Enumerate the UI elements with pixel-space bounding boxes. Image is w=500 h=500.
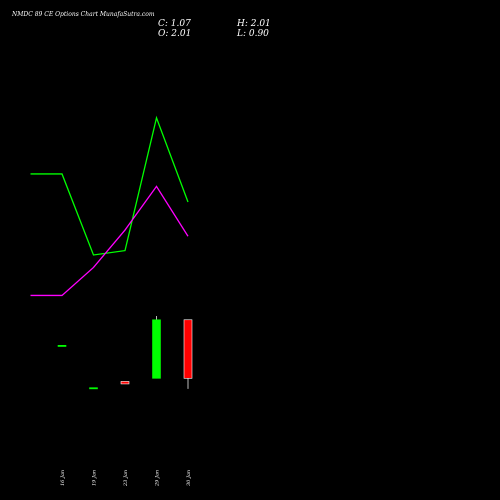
candle-body <box>57 345 67 347</box>
indicator-line-1 <box>30 115 189 256</box>
x-tick-label: 30 Jan <box>186 470 192 486</box>
candle <box>120 381 130 385</box>
low-value: L: 0.90 <box>237 29 269 39</box>
candle <box>57 345 67 347</box>
close-value: C: 1.07 <box>158 19 191 29</box>
indicator-line-2 <box>30 185 189 297</box>
candle <box>152 316 161 379</box>
x-axis-ticks: 16 Jan 19 Jan 23 Jan 29 Jan 30 Jan <box>60 470 192 487</box>
open-value: O: 2.01 <box>158 29 192 39</box>
indicator-lines <box>30 115 189 297</box>
candle <box>183 319 193 389</box>
candle-body <box>183 319 193 379</box>
candle-body <box>120 381 130 385</box>
x-tick-label: 23 Jan <box>123 470 129 487</box>
x-tick-label: 29 Jan <box>155 470 161 487</box>
candles <box>57 316 193 390</box>
x-tick-label: 16 Jan <box>60 470 66 486</box>
high-value: H: 2.01 <box>237 19 271 29</box>
candle-body <box>152 319 161 379</box>
chart-title: NMDC 89 CE Options Chart MunafaSutra.com <box>12 11 155 18</box>
x-tick-label: 19 Jan <box>92 470 98 486</box>
candle-body <box>89 387 98 390</box>
candle <box>89 387 98 390</box>
